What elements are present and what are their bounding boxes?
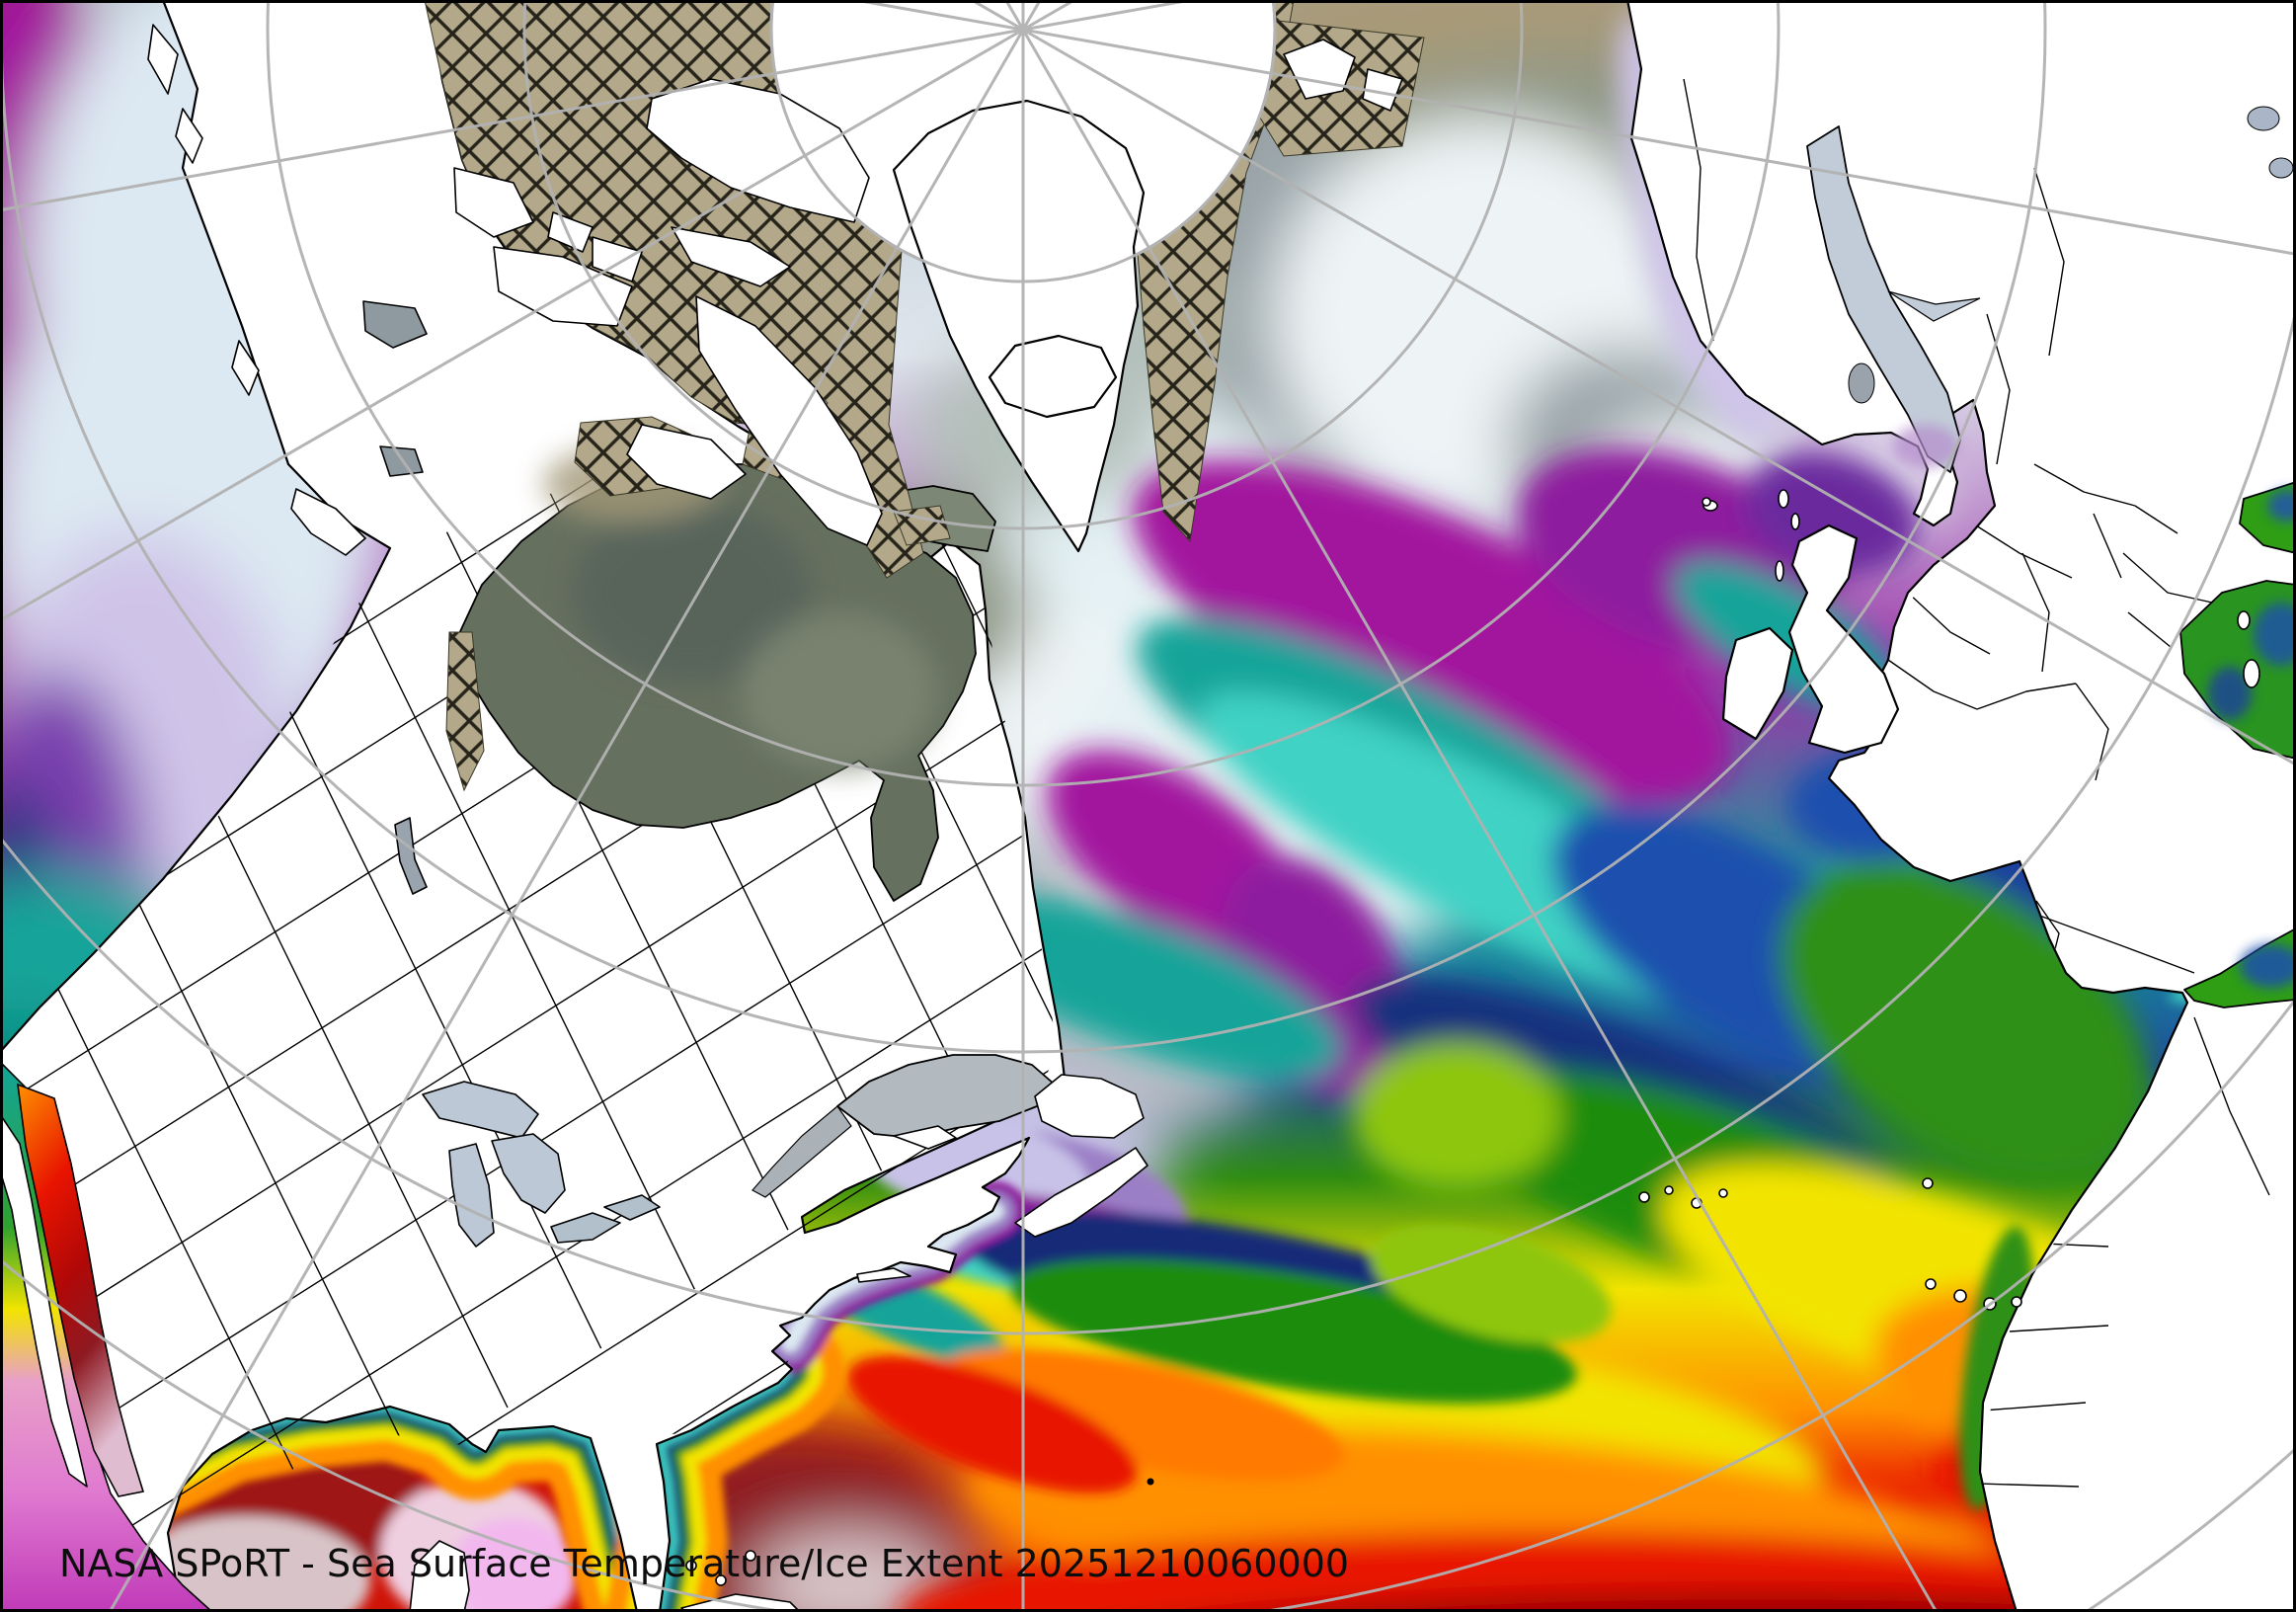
gulf-of-california [17,1083,145,1497]
gulf-of-finland [1887,290,1981,322]
canadian-arctic-islands [453,78,883,546]
baltic-sea [1806,125,1961,473]
azores [1638,1185,1728,1209]
island-newfoundland [1034,1074,1145,1139]
island-corsica [2237,610,2251,630]
map-caption: NASA SPoRT - Sea Surface Temperature/Ice… [59,1542,1349,1585]
lake-erie [550,1212,621,1244]
bahamas [685,1550,756,1586]
st-lawrence-river [752,1105,852,1198]
land-greenland [892,99,1146,553]
lake-michigan [448,1143,495,1248]
island-ireland [1721,626,1794,741]
lake-superior [422,1081,539,1139]
island-southampton [626,424,747,500]
long-island [856,1267,911,1283]
nova-scotia [1014,1147,1148,1238]
lake-ontario [603,1194,661,1221]
yucatan [409,1540,470,1612]
lake-winnipeg [394,817,428,895]
pacific-baja-group [0,1060,214,1612]
faroe-islands [1702,497,1711,507]
island-iceland [988,334,1118,419]
ice-hudson-west-shore [445,631,485,792]
bermuda [1147,1478,1154,1486]
vancouver-haida [147,24,366,556]
great-bear-lake [362,300,428,349]
lake-ladoga [2247,106,2280,131]
island-baffin [695,295,883,546]
baja-peninsula [0,1113,88,1488]
lake-huron [491,1133,566,1214]
island-anticosti [893,1125,957,1150]
island-sardinia [2243,659,2260,688]
lake-vanern [1848,363,1875,404]
